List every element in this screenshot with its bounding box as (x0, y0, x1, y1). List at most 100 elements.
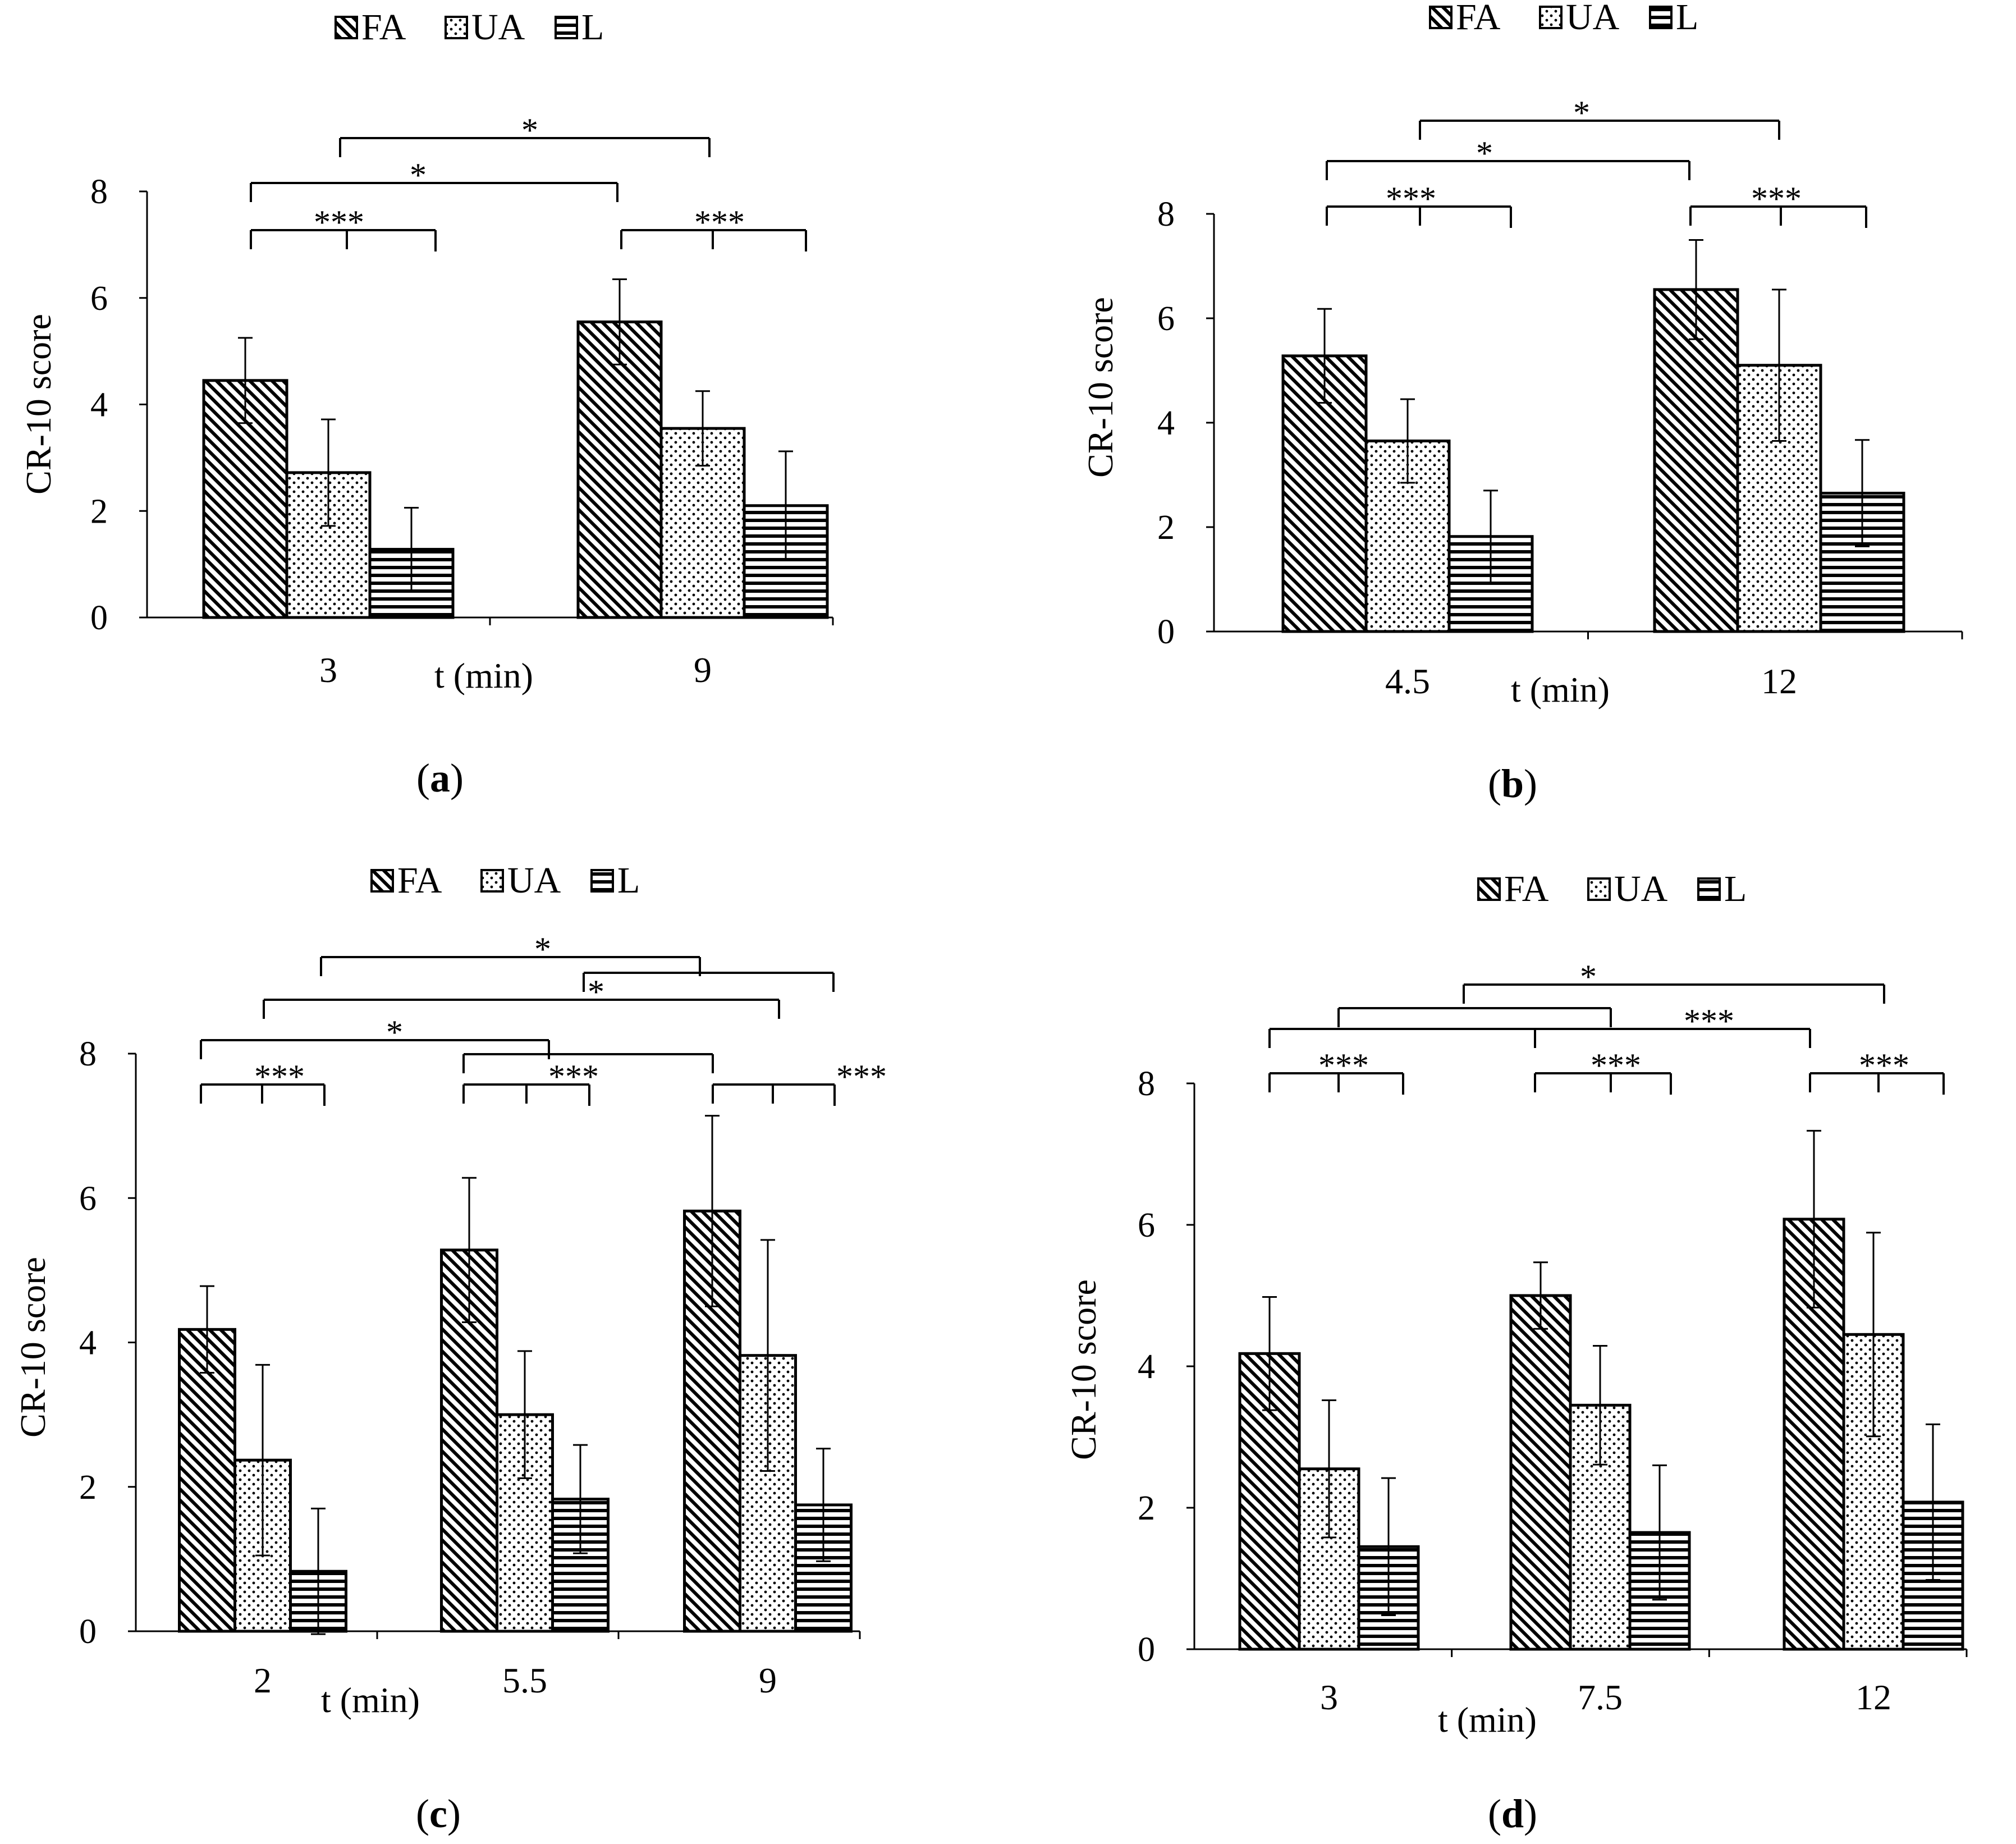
bar-FA-9 (576, 320, 663, 619)
y-tick-label: 2 (1138, 1489, 1155, 1527)
legend-label-L: L (617, 860, 640, 901)
significance-bracket: *** (620, 204, 807, 251)
legend-label-UA: UA (507, 860, 561, 901)
legend: FA UA L (1429, 0, 1698, 38)
significance-bracket (1337, 1007, 1612, 1027)
legend-swatch-FA (335, 16, 358, 39)
significance-label: * (588, 973, 604, 1010)
y-tick-label: 6 (1138, 1206, 1155, 1244)
legend-label-FA: FA (361, 7, 406, 48)
x-tick-label: 4.5 (1385, 661, 1430, 701)
significance-label: * (534, 931, 551, 968)
significance-bracket (583, 972, 835, 992)
significance-label: * (1580, 958, 1597, 995)
y-tick-label: 2 (90, 492, 108, 530)
legend-label-L: L (581, 7, 604, 48)
y-tick-label: 8 (1157, 195, 1175, 234)
y-tick-label: 4 (1157, 404, 1175, 442)
legend-label-FA: FA (1456, 0, 1501, 38)
legend-label-UA: UA (471, 7, 525, 48)
significance-label: *** (836, 1058, 887, 1095)
significance-label: *** (1591, 1047, 1641, 1084)
legend-label-UA: UA (1614, 868, 1668, 909)
significance-bracket: *** (712, 1058, 887, 1106)
legend-swatch-UA (445, 16, 468, 39)
legend-swatch-UA (1587, 877, 1611, 901)
y-tick-label: 0 (79, 1613, 97, 1651)
panel-label: (a) (416, 756, 464, 800)
x-tick-label: 12 (1855, 1677, 1891, 1717)
legend-swatch-L (1649, 6, 1673, 29)
legend-label-FA: FA (1504, 868, 1549, 909)
legend-swatch-FA (370, 869, 394, 893)
x-tick-label: 9 (694, 650, 712, 690)
y-tick-label: 8 (1138, 1065, 1155, 1103)
panel-label: (b) (1488, 761, 1537, 806)
y-axis-title: CR-10 score (19, 314, 58, 495)
y-tick-label: 6 (79, 1179, 97, 1218)
y-tick-label: 4 (79, 1324, 97, 1362)
legend-swatch-L (555, 16, 578, 39)
significance-label: * (386, 1014, 403, 1051)
x-axis-title: t (min) (434, 656, 533, 695)
x-tick-label: 3 (1320, 1677, 1338, 1717)
y-tick-label: 2 (1157, 509, 1175, 547)
legend: FA UA L (1477, 868, 1747, 909)
legend-label-L: L (1676, 0, 1698, 38)
y-tick-label: 2 (79, 1468, 97, 1507)
legend-label-L: L (1724, 868, 1747, 909)
y-tick-label: 4 (90, 386, 108, 424)
significance-bracket: *** (1326, 180, 1512, 228)
x-tick-label: 3 (319, 650, 337, 690)
x-tick-label: 12 (1761, 661, 1797, 701)
significance-label: * (521, 112, 538, 149)
x-tick-label: 2 (254, 1660, 272, 1700)
significance-label: * (1476, 135, 1493, 172)
significance-label: *** (254, 1058, 305, 1095)
significance-label: *** (694, 204, 745, 241)
significance-bracket: * (1419, 94, 1780, 140)
x-tick-label: 7.5 (1578, 1677, 1623, 1717)
legend: FA UA L (370, 860, 640, 901)
panel-label: (d) (1488, 1791, 1537, 1836)
significance-label: * (410, 157, 427, 194)
significance-bracket: *** (1268, 1047, 1404, 1095)
y-tick-label: 8 (79, 1035, 97, 1073)
significance-bracket: *** (1534, 1047, 1672, 1095)
significance-bracket: *** (200, 1058, 326, 1106)
significance-bracket: *** (462, 1058, 599, 1106)
significance-bracket: * (200, 1014, 550, 1059)
significance-label: *** (548, 1058, 599, 1095)
legend-swatch-L (1697, 877, 1721, 901)
x-axis-title: t (min) (1511, 670, 1610, 710)
significance-bracket: *** (1268, 1003, 1811, 1048)
x-axis-title: t (min) (321, 1680, 420, 1720)
legend-swatch-UA (1539, 6, 1563, 29)
bar-FA-7.5 (1509, 1294, 1572, 1651)
y-tick-label: 6 (90, 280, 108, 318)
legend-label-FA: FA (397, 860, 442, 901)
bar-FA-2 (178, 1328, 236, 1633)
significance-label: *** (1386, 180, 1436, 217)
y-tick-label: 0 (1138, 1631, 1155, 1669)
legend-swatch-L (590, 869, 614, 893)
significance-label: *** (1859, 1047, 1909, 1084)
y-tick-label: 0 (1157, 613, 1175, 651)
legend-swatch-FA (1477, 877, 1501, 901)
significance-bracket: * (320, 931, 701, 976)
significance-bracket (462, 1053, 714, 1073)
significance-bracket: * (250, 157, 618, 202)
significance-bracket: * (1463, 958, 1885, 1004)
significance-label: * (1573, 94, 1590, 131)
legend: FA UA L (335, 7, 604, 48)
panel-label: (c) (416, 1791, 461, 1836)
y-tick-label: 6 (1157, 300, 1175, 338)
x-axis-title: t (min) (1438, 1700, 1537, 1740)
x-tick-label: 9 (759, 1660, 777, 1700)
significance-bracket: * (339, 112, 711, 157)
y-axis-title: CR-10 score (1080, 297, 1120, 478)
